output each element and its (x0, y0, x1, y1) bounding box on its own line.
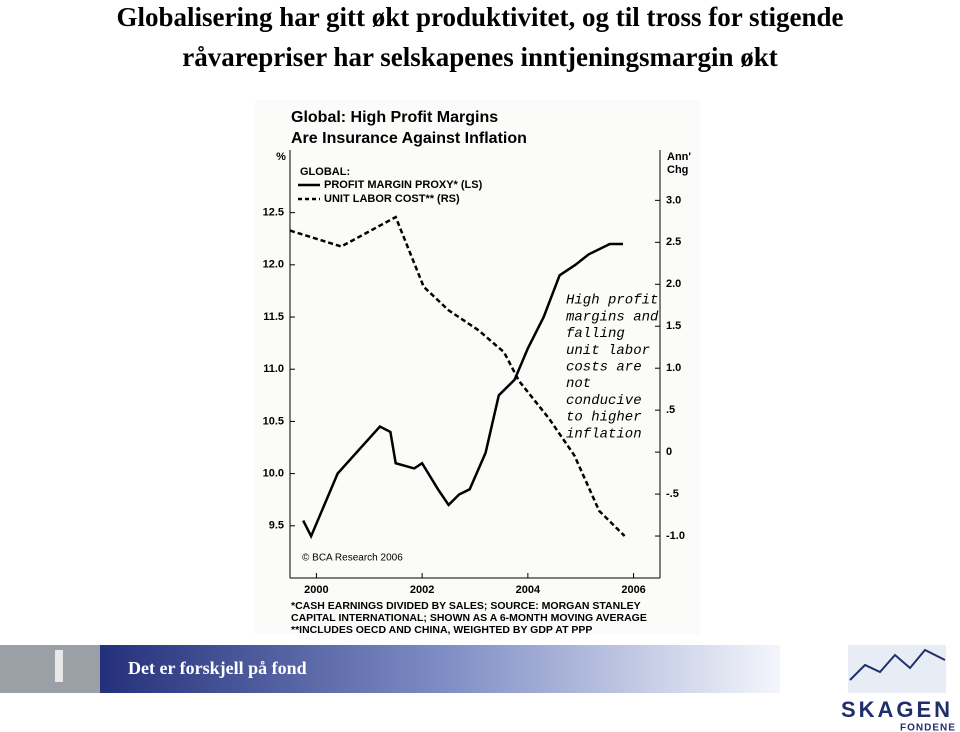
logo-sub: FONDENE (900, 723, 956, 732)
x-tick-label: 2004 (516, 584, 541, 596)
footnote: *CASH EARNINGS DIVIDED BY SALES; SOURCE:… (291, 600, 641, 612)
y-tick-label: 11.0 (263, 363, 284, 375)
y-tick-label: 9.5 (269, 520, 284, 532)
y-axis-label: % (276, 151, 286, 163)
series-line (289, 215, 626, 537)
chart-title: Global: High Profit Margins (291, 109, 498, 126)
legend-label: PROFIT MARGIN PROXY* (LS) (324, 179, 483, 191)
annotation: falling (566, 326, 625, 342)
x-tick-label: 2006 (621, 584, 645, 596)
y-tick-label: 12.5 (263, 207, 284, 219)
credit: © BCA Research 2006 (302, 553, 403, 564)
annotation: to higher (566, 410, 642, 426)
annotation: inflation (566, 426, 642, 442)
chart: Global: High Profit Margins Are Insuranc… (263, 109, 692, 636)
annotation: unit labor (566, 343, 650, 359)
y-tick-label: 12.0 (263, 259, 284, 271)
x-tick-label: 2000 (304, 584, 328, 596)
slide-title: råvarepriser har selskapenes inntjenings… (182, 42, 778, 72)
y2-tick-label: -.5 (666, 488, 679, 500)
annotation: conducive (566, 393, 642, 409)
y-tick-label: 10.5 (263, 415, 284, 427)
lighthouse-photo (0, 645, 100, 693)
series-line (302, 242, 623, 540)
logo-name: SKAGEN (841, 697, 953, 722)
y2-axis-label: Ann' (667, 151, 691, 163)
footnote: **INCLUDES OECD AND CHINA, WEIGHTED BY G… (291, 624, 592, 636)
chart-background (255, 100, 700, 635)
slide-title: Globalisering har gitt økt produktivitet… (116, 2, 843, 32)
y2-axis-label: Chg (667, 164, 688, 176)
lighthouse (55, 650, 63, 682)
x-tick-label: 2002 (410, 584, 434, 596)
y2-tick-label: 1.5 (666, 320, 681, 332)
annotation: not (566, 376, 591, 392)
y2-tick-label: 3.0 (666, 194, 681, 206)
y-tick-label: 11.5 (263, 311, 284, 323)
annotation: costs are (566, 360, 642, 376)
footer-tagline: Det er forskjell på fond (128, 658, 307, 678)
y2-tick-label: 2.0 (666, 278, 681, 290)
y2-tick-label: 0 (666, 446, 672, 458)
logo-line (849, 648, 946, 681)
footer-bar (100, 645, 780, 693)
legend-label: UNIT LABOR COST** (RS) (324, 193, 460, 205)
y2-tick-label: .5 (666, 404, 675, 416)
y2-tick-label: 2.5 (666, 236, 681, 248)
y2-tick-label: -1.0 (666, 530, 685, 542)
annotation: margins and (566, 309, 659, 325)
y2-tick-label: 1.0 (666, 362, 681, 374)
annotation: High profit (566, 293, 658, 309)
legend-title: GLOBAL: (300, 166, 350, 178)
y-tick-label: 10.0 (263, 468, 284, 480)
footnote: CAPITAL INTERNATIONAL; SHOWN AS A 6-MONT… (291, 612, 647, 624)
chart-title: Are Insurance Against Inflation (291, 130, 527, 147)
